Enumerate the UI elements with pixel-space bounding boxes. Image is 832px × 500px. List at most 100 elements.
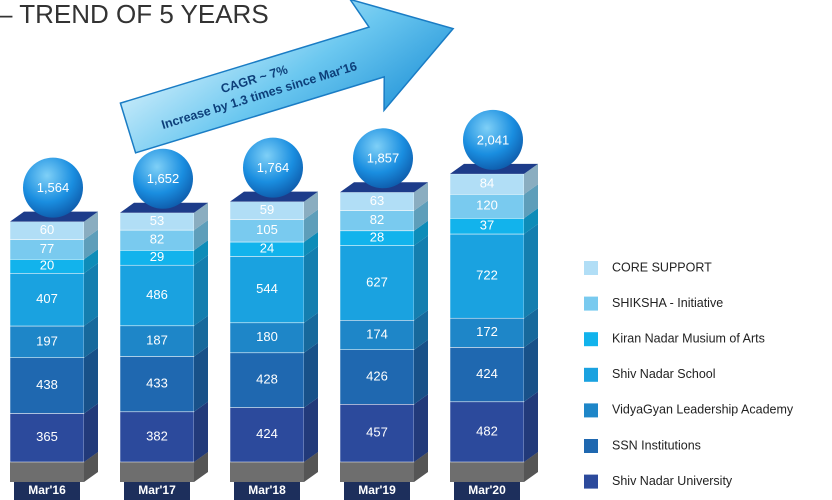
data-label: 53 [150, 213, 164, 228]
data-label: 37 [480, 218, 494, 233]
data-label: 428 [256, 372, 278, 387]
data-label: 486 [146, 287, 168, 302]
x-tick-label: Mar'17 [138, 483, 176, 497]
data-label: 82 [370, 212, 384, 227]
data-label: 77 [40, 241, 54, 256]
bar-side [194, 220, 208, 251]
total-label: 1,564 [37, 180, 70, 195]
bar-side [524, 163, 538, 195]
bar-segment [449, 347, 525, 403]
bar-side [524, 391, 538, 462]
data-label: 382 [146, 428, 168, 443]
legend-swatch [584, 403, 598, 418]
bar-segment [449, 401, 525, 463]
bar-segment [9, 325, 85, 358]
legend-swatch [584, 439, 598, 453]
legend-label: Shiv Nadar University [612, 474, 733, 488]
plinth [450, 462, 524, 482]
data-label: 59 [260, 202, 274, 217]
total-label: 1,857 [367, 151, 400, 166]
bar-side [84, 263, 98, 326]
bar-segment [9, 357, 85, 414]
bar-side [524, 224, 538, 319]
data-label: 20 [40, 258, 54, 273]
bar-side [84, 229, 98, 260]
bar-side [194, 315, 208, 357]
data-label: 457 [366, 425, 388, 440]
data-label: 82 [150, 232, 164, 247]
bar-side [414, 182, 428, 211]
bar-segment [119, 325, 195, 357]
bar-side [414, 339, 428, 405]
total-bubble [353, 128, 413, 189]
bar-segment [339, 404, 415, 463]
category-box [14, 482, 80, 500]
bar-side [194, 255, 208, 326]
bar-side [84, 249, 98, 274]
bar-side [304, 342, 318, 408]
bar-segment [9, 413, 85, 463]
legend-label: SSN Institutions [612, 438, 701, 452]
legend-swatch [584, 474, 598, 489]
data-label: 426 [366, 368, 388, 383]
bar-side [194, 202, 208, 231]
bar-side [524, 308, 538, 348]
total-label: 1,764 [257, 160, 290, 175]
data-label: 722 [476, 268, 498, 283]
bar-segment [339, 320, 415, 350]
bar-segment [229, 407, 305, 463]
legend-swatch [584, 261, 598, 275]
bar-segment [9, 273, 85, 327]
x-tick-label: Mar'18 [248, 483, 286, 497]
bar-segment [339, 349, 415, 405]
data-label: 544 [256, 281, 278, 296]
data-label: 84 [480, 176, 494, 191]
data-label: 28 [370, 230, 384, 245]
bar-segment [449, 194, 525, 219]
legend-label: Kiran Nadar Musium of Arts [612, 331, 765, 345]
legend-swatch [584, 332, 598, 347]
data-label: 424 [476, 366, 498, 381]
x-tick-label: Mar'20 [468, 483, 506, 497]
category-box [124, 482, 190, 500]
data-label: 24 [260, 241, 274, 256]
data-label: 63 [370, 193, 384, 208]
bar-side [524, 337, 538, 402]
bar-segment [449, 317, 525, 348]
total-bubble [133, 148, 193, 209]
bar-side [304, 312, 318, 353]
bar-segment [339, 245, 415, 321]
bar-side [304, 397, 318, 462]
total-label: 2,041 [477, 132, 510, 147]
bar-side [84, 347, 98, 414]
legend-swatch [584, 367, 598, 382]
data-label: 120 [476, 198, 498, 213]
bar-side [194, 240, 208, 266]
x-tick-label: Mar'19 [358, 483, 396, 497]
data-label: 365 [36, 429, 58, 444]
data-label: 627 [366, 274, 388, 289]
category-box [454, 482, 520, 500]
legend-swatch [584, 296, 598, 311]
data-label: 180 [256, 329, 278, 344]
data-label: 105 [256, 222, 278, 237]
total-bubble [463, 109, 523, 170]
legend-label: CORE SUPPORT [612, 260, 712, 274]
bar-side [304, 246, 318, 323]
plinth [10, 462, 84, 482]
legend-label: VidyaGyan Leadership Academy [612, 403, 794, 417]
category-box [344, 482, 410, 500]
plinth [230, 462, 304, 482]
bar-side [414, 310, 428, 350]
total-bubble [243, 137, 303, 198]
bar-segment [119, 264, 195, 327]
data-label: 174 [366, 326, 388, 341]
bar-side [414, 394, 428, 462]
data-label: 438 [36, 377, 58, 392]
data-label: 433 [146, 376, 168, 391]
x-tick-label: Mar'16 [28, 483, 66, 497]
bar-side [304, 191, 318, 220]
data-label: 424 [256, 426, 278, 441]
data-label: 187 [146, 333, 168, 348]
